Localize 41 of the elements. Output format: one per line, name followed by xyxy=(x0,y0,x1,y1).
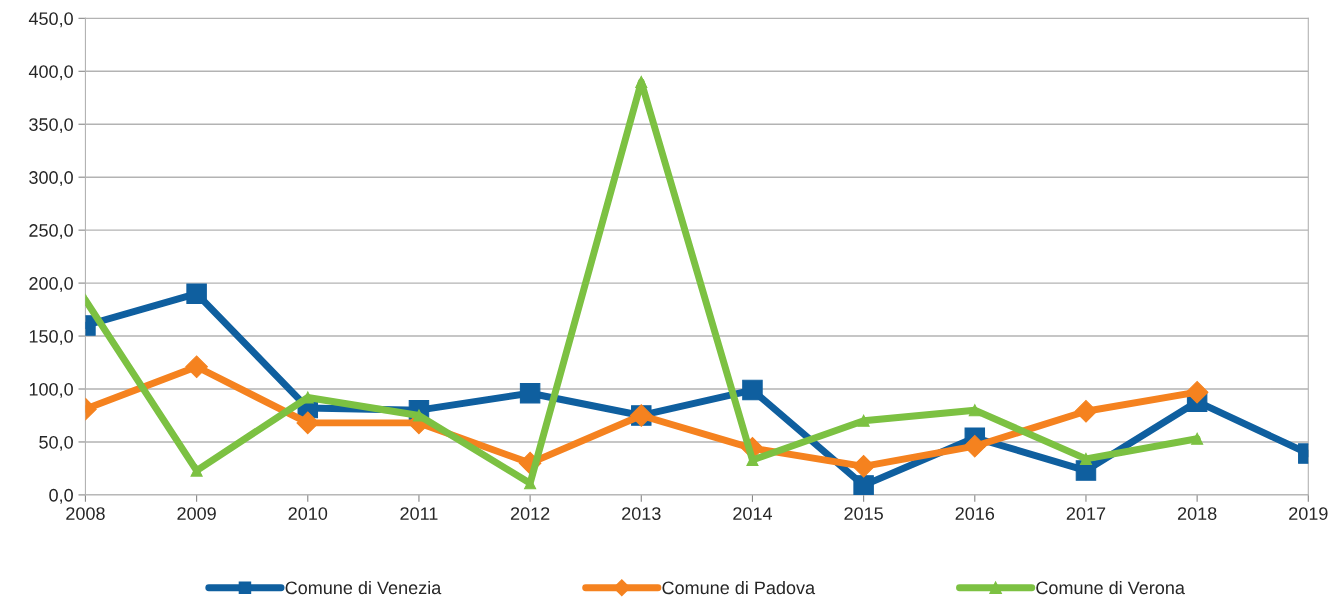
x-tick-label: 2014 xyxy=(733,507,773,520)
y-tick-label: 200,0 xyxy=(29,277,73,292)
x-tick-label: 2011 xyxy=(400,507,438,520)
y-tick-label: 150,0 xyxy=(29,329,73,345)
point xyxy=(186,283,207,304)
point xyxy=(635,75,648,88)
point xyxy=(185,355,208,379)
y-tick-label: 350,0 xyxy=(29,118,73,134)
legend-label: Comune di Verona xyxy=(1036,580,1185,595)
point xyxy=(1185,380,1209,404)
x-tick-label: 2012 xyxy=(510,507,550,520)
point xyxy=(853,475,874,495)
y-tick-label: 100,0 xyxy=(29,382,73,398)
point xyxy=(1079,452,1093,465)
point xyxy=(857,414,870,427)
point xyxy=(742,379,763,401)
x-tick-label: 2009 xyxy=(177,507,216,520)
x-tick-label: 2016 xyxy=(955,507,995,520)
x-tick-label: 2008 xyxy=(66,507,105,520)
point xyxy=(852,454,875,478)
point xyxy=(296,411,320,435)
x-tick-label: 2013 xyxy=(622,507,661,520)
point xyxy=(968,404,981,417)
point xyxy=(519,383,541,404)
x-tick-label: 2010 xyxy=(288,507,328,520)
legend-label: Comune di Padova xyxy=(662,580,816,595)
y-tick-label: 400,0 xyxy=(28,65,73,81)
y-tick-label: 300,0 xyxy=(29,171,73,187)
legend-label: Comune di Venezia xyxy=(285,580,442,595)
y-tick-label: 250,0 xyxy=(29,224,73,239)
y-tick-label: 50,0 xyxy=(39,435,73,451)
x-tick-label: 2019 xyxy=(1289,507,1328,520)
y-tick-label: 0,0 xyxy=(49,488,73,504)
point xyxy=(1074,399,1098,423)
x-tick-label: 2018 xyxy=(1177,507,1217,520)
x-tick-label: 2017 xyxy=(1066,507,1106,520)
point xyxy=(190,464,203,477)
point xyxy=(963,434,987,458)
x-tick-label: 2015 xyxy=(844,507,883,520)
point xyxy=(1191,432,1204,445)
y-tick-label: 450,0 xyxy=(28,12,73,28)
